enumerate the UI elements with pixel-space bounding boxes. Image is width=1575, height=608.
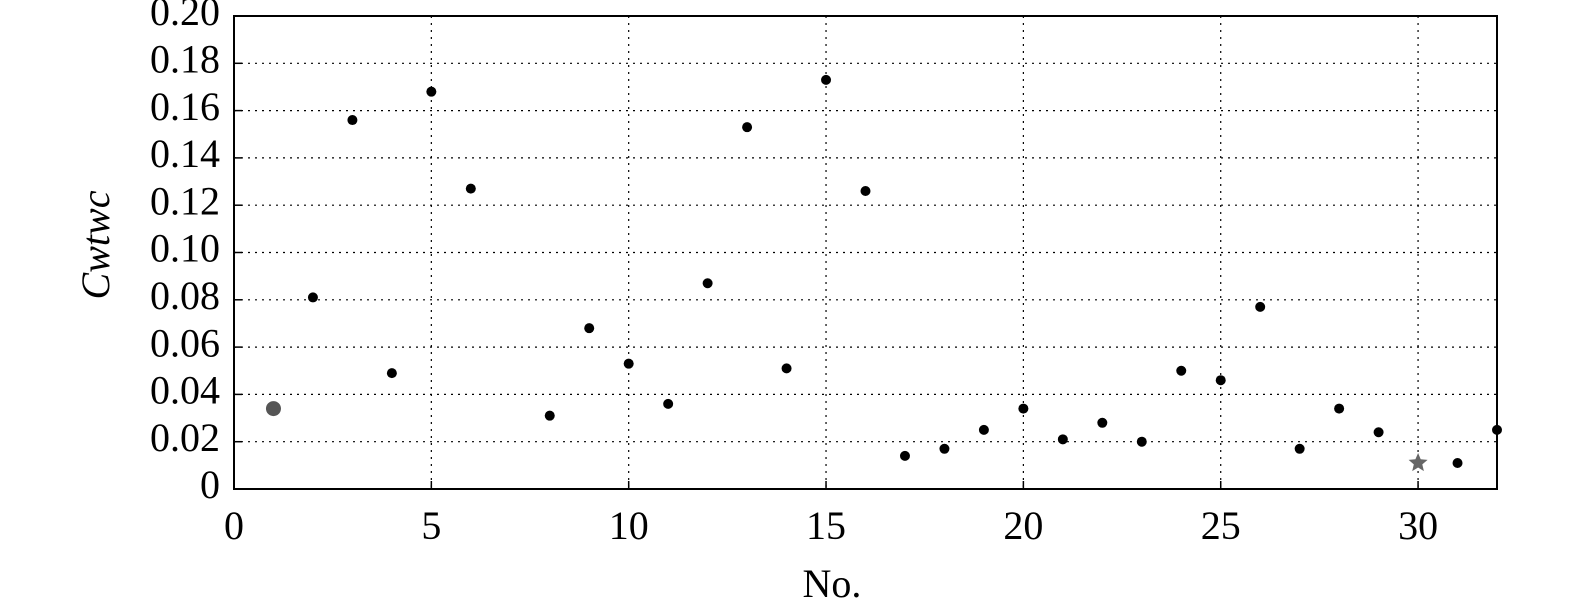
x-tick-label: 5	[421, 503, 441, 548]
point	[347, 115, 358, 126]
y-tick-label: 0	[200, 462, 220, 507]
y-tick-label: 0.14	[150, 131, 220, 176]
point	[265, 401, 281, 417]
x-tick-label: 20	[1003, 503, 1043, 548]
point	[1136, 436, 1147, 447]
y-tick-label: 0.06	[150, 320, 220, 365]
point	[307, 292, 318, 303]
point	[1373, 427, 1384, 438]
point	[663, 398, 674, 409]
y-tick-label: 0.18	[150, 36, 220, 81]
y-tick-label: 0.16	[150, 84, 220, 129]
point	[1215, 375, 1226, 386]
point	[1255, 301, 1266, 312]
point	[899, 450, 910, 461]
point	[1452, 457, 1463, 468]
point	[1334, 403, 1345, 414]
point	[939, 443, 950, 454]
point	[860, 186, 871, 197]
point	[1294, 443, 1305, 454]
x-tick-label: 25	[1201, 503, 1241, 548]
point	[544, 410, 555, 421]
y-tick-label: 0.12	[150, 178, 220, 223]
x-tick-label: 10	[609, 503, 649, 548]
y-tick-label: 0.04	[150, 368, 220, 413]
y-tick-label: 0.20	[150, 0, 220, 34]
point	[426, 86, 437, 97]
y-tick-label: 0.08	[150, 273, 220, 318]
point	[1097, 417, 1108, 428]
plot-frame	[233, 15, 1498, 490]
point	[978, 424, 989, 435]
point	[584, 323, 595, 334]
x-tick-label: 0	[224, 503, 244, 548]
x-tick-label: 15	[806, 503, 846, 548]
point	[821, 74, 832, 85]
point	[702, 278, 713, 289]
y-tick-label: 0.02	[150, 415, 220, 460]
point	[465, 183, 476, 194]
point	[781, 363, 792, 374]
point	[1176, 365, 1187, 376]
x-axis-title: No.	[803, 561, 862, 606]
point	[1492, 424, 1502, 435]
y-axis-title: Cwtwc	[73, 190, 118, 299]
point	[1018, 403, 1029, 414]
y-tick-label: 0.10	[150, 226, 220, 271]
x-tick-label: 30	[1398, 503, 1438, 548]
point	[1408, 453, 1428, 472]
point	[742, 122, 753, 133]
point	[623, 358, 634, 369]
point	[1057, 434, 1068, 445]
point	[386, 368, 397, 379]
